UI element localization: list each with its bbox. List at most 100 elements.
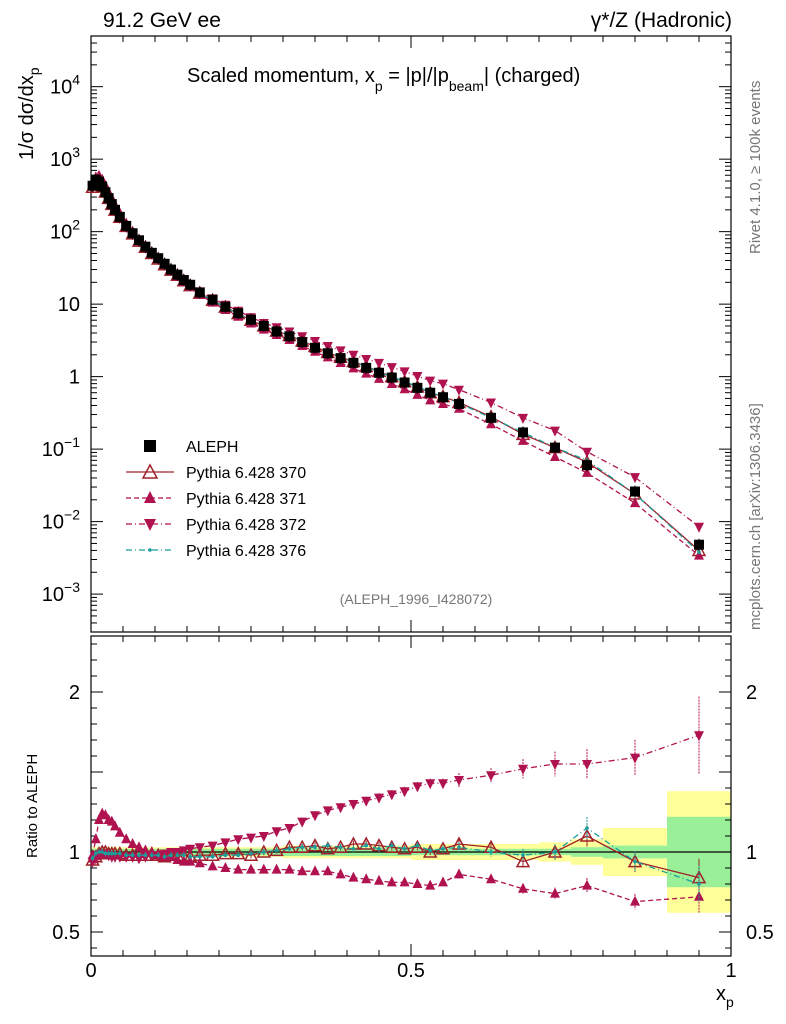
ratio-point [175, 853, 180, 857]
ratio-point [297, 865, 308, 876]
data-point [335, 353, 346, 364]
ratio-y-tick-label: 2 [69, 682, 80, 704]
legend-marker [141, 463, 159, 479]
mc-point [425, 394, 436, 405]
ratio-point [310, 865, 320, 876]
ratio-point [249, 851, 253, 856]
ratio-point [194, 857, 205, 868]
ratio-point [205, 847, 220, 861]
ratio-point [579, 828, 595, 842]
ratio-y-tick-label-right: 1 [746, 842, 757, 864]
ratio-point [194, 843, 205, 854]
ratio-series-p372 [87, 696, 704, 868]
data-point [297, 337, 308, 348]
mc-point [630, 473, 640, 484]
mc-point [582, 466, 592, 477]
ratio-y-tick-label: 0.5 [52, 922, 80, 944]
legend-marker [144, 440, 156, 452]
y-tick-label: 10−3 [42, 579, 80, 606]
data-point [412, 382, 423, 393]
ratio-point [172, 854, 183, 864]
ratio-point [428, 848, 433, 853]
ratio-point [694, 731, 704, 742]
legend-label: Pythia 6.428 370 [186, 465, 306, 482]
ratio-point [134, 841, 144, 852]
header-right: γ*/Z (Hadronic) [591, 9, 732, 32]
ratio-point [233, 863, 244, 874]
ratio-point [386, 790, 397, 801]
ratio-point [454, 776, 464, 786]
ratio-point [486, 873, 496, 884]
mc-point [374, 358, 384, 369]
data-point [284, 331, 295, 342]
series-line-p376 [92, 179, 700, 553]
ratio-point [223, 853, 228, 857]
ratio-point [399, 876, 410, 887]
mc-point [518, 434, 528, 445]
ratio-series-p376 [90, 816, 701, 902]
data-point [310, 342, 320, 353]
ratio-point [103, 851, 108, 856]
ratio-point [399, 787, 410, 798]
data-point [220, 301, 231, 312]
ratio-point [322, 806, 333, 817]
ratio-point [100, 850, 104, 854]
data-point [399, 377, 410, 388]
ratio-point [358, 836, 374, 850]
ratio-point [218, 846, 233, 860]
ratio-point [97, 850, 101, 854]
ratio-point [178, 846, 189, 857]
legend-marker [144, 491, 156, 503]
ratio-point [198, 855, 202, 859]
ratio-point [425, 779, 436, 790]
ratio-point [185, 855, 196, 866]
y-tick-label: 10 [58, 294, 80, 316]
data-point [454, 398, 464, 409]
mc-point [399, 367, 410, 378]
legend-marker [148, 548, 152, 552]
data-point [103, 193, 114, 204]
ratio-point [348, 871, 359, 882]
ratio-point [150, 853, 154, 857]
ratio-point [377, 847, 381, 851]
legend-item-p376: Pythia 6.428 376 [126, 543, 306, 560]
ratio-point [284, 824, 295, 834]
ratio-point [110, 851, 114, 856]
ratio-point [236, 853, 240, 857]
legend-label: Pythia 6.428 371 [186, 491, 306, 508]
x-tick-label: 1 [725, 960, 736, 982]
ratio-point [258, 863, 269, 874]
ratio-point [137, 853, 141, 857]
ratio-point [143, 853, 148, 857]
ratio-point [113, 851, 117, 856]
data-point [121, 220, 132, 231]
ratio-point [322, 865, 333, 876]
data-point [87, 180, 98, 191]
data-point [233, 308, 244, 319]
ratio-point [220, 838, 231, 849]
ratio-point [422, 844, 438, 858]
ratio-point [207, 860, 218, 871]
ratio-point [188, 855, 192, 859]
ratio-point [441, 847, 445, 851]
ratio-point [335, 868, 346, 879]
data-point [134, 235, 144, 246]
series-line-p372 [92, 180, 700, 528]
ratio-point [233, 835, 244, 846]
data-point [550, 442, 560, 453]
rivet-label: Rivet 4.1.0, ≥ 100k events [747, 81, 764, 254]
data-point [258, 320, 269, 331]
ratio-point [374, 874, 384, 885]
ratio-point [326, 843, 330, 848]
analysis-label: (ALEPH_1996_I428072) [340, 591, 493, 607]
ratio-point [284, 863, 295, 874]
main-title: Scaled momentum, xp = |p|/|pbeam| (charg… [187, 65, 580, 94]
ratio-point [694, 890, 704, 901]
ratio-point [297, 817, 308, 828]
ratio-point [415, 843, 420, 848]
ratio-point [156, 853, 160, 857]
ratio-point [313, 845, 317, 849]
series-p372 [87, 176, 704, 533]
main-ylabel: 1/σ dσ/dxp [16, 67, 42, 160]
